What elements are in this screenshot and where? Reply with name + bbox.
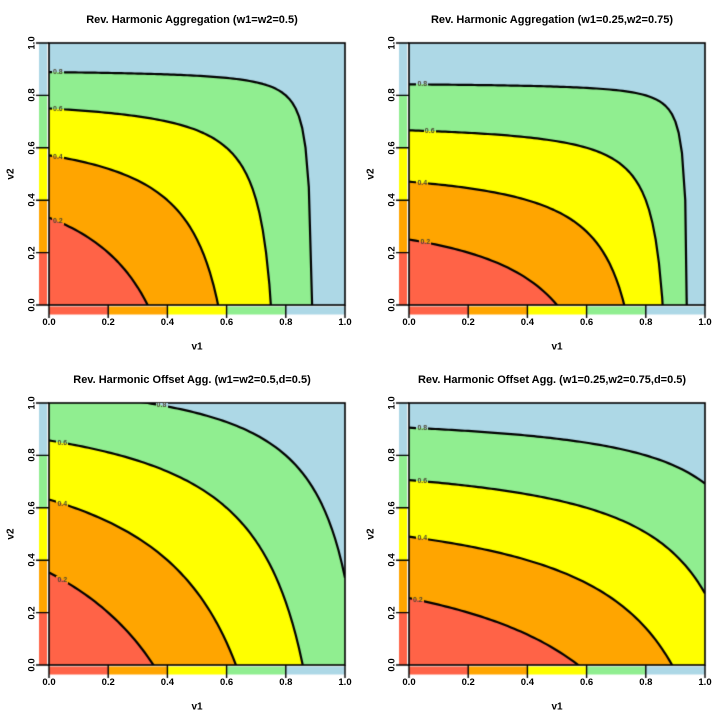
x-tick-label: 0.0 (402, 677, 416, 688)
x-tick-label: 0.6 (219, 677, 234, 688)
x-tick-label: 0.0 (42, 677, 56, 688)
y-tick-label: 1.0 (26, 36, 38, 50)
x-tick-label: 0.4 (160, 317, 174, 328)
x-tick-label: 0.8 (639, 677, 653, 688)
y-tick-label: 0.0 (26, 298, 38, 312)
y-tick-label: 0.6 (386, 501, 398, 515)
x-tick-label: 0.8 (279, 677, 293, 688)
x-tick-label: 0.6 (219, 317, 234, 328)
y-tick-label: 0.8 (26, 88, 38, 102)
panel-2-x-axis-title: v1 (551, 341, 563, 353)
y-tick-label: 0.0 (386, 298, 398, 312)
y-tick-label: 0.4 (26, 553, 38, 567)
panel-4-x-axis-title: v1 (551, 701, 563, 713)
x-tick-label: 1.0 (338, 677, 352, 688)
x-tick-label: 0.8 (639, 317, 653, 328)
x-tick-label: 1.0 (698, 677, 712, 688)
y-tick-label: 0.8 (26, 448, 38, 462)
x-tick-label: 0.4 (520, 317, 534, 328)
y-tick-label: 0.6 (26, 501, 38, 515)
y-tick-label: 0.6 (26, 141, 38, 155)
x-tick-label: 0.6 (579, 677, 594, 688)
panel-4-y-axis-title: v2 (365, 528, 377, 540)
x-tick-label: 0.4 (160, 677, 174, 688)
x-tick-label: 1.0 (698, 317, 712, 328)
x-tick-label: 0.2 (461, 677, 475, 688)
panel-3-x-axis-title: v1 (191, 701, 203, 713)
y-tick-label: 0.8 (386, 448, 398, 462)
x-tick-label: 0.0 (42, 317, 56, 328)
y-tick-label: 1.0 (386, 36, 398, 50)
x-tick-label: 0.6 (579, 317, 594, 328)
x-tick-label: 0.8 (279, 317, 293, 328)
y-tick-label: 0.2 (386, 605, 398, 620)
panel-3-y-axis-title: v2 (5, 528, 17, 540)
panel-1-title: Rev. Harmonic Aggregation (w1=w2=0.5) (86, 14, 298, 26)
x-tick-label: 1.0 (338, 317, 352, 328)
y-tick-label: 1.0 (26, 396, 38, 410)
y-tick-label: 0.4 (386, 193, 398, 207)
y-tick-label: 0.8 (386, 88, 398, 102)
x-tick-label: 0.4 (520, 677, 534, 688)
y-tick-label: 0.0 (386, 658, 398, 672)
y-tick-label: 0.2 (26, 605, 38, 620)
y-tick-label: 0.0 (26, 658, 38, 672)
panel-2-y-axis-title: v2 (365, 168, 377, 180)
panel-2-title: Rev. Harmonic Aggregation (w1=0.25,w2=0.… (430, 14, 674, 26)
y-tick-label: 0.2 (26, 245, 38, 260)
panel-1-x-axis-title: v1 (191, 341, 203, 353)
panel-3-title: Rev. Harmonic Offset Agg. (w1=w2=0.5,d=0… (73, 374, 311, 386)
y-tick-label: 0.4 (386, 553, 398, 567)
x-tick-label: 0.2 (461, 317, 475, 328)
x-tick-label: 0.0 (402, 317, 416, 328)
y-tick-label: 0.2 (386, 245, 398, 260)
x-tick-label: 0.2 (101, 317, 115, 328)
panel-1-y-axis-title: v2 (5, 168, 17, 180)
y-tick-label: 0.4 (26, 193, 38, 207)
x-tick-label: 0.2 (101, 677, 115, 688)
y-tick-label: 1.0 (386, 396, 398, 410)
panel-4-title: Rev. Harmonic Offset Agg. (w1=0.25,w2=0.… (417, 374, 687, 386)
y-tick-label: 0.6 (386, 141, 398, 155)
